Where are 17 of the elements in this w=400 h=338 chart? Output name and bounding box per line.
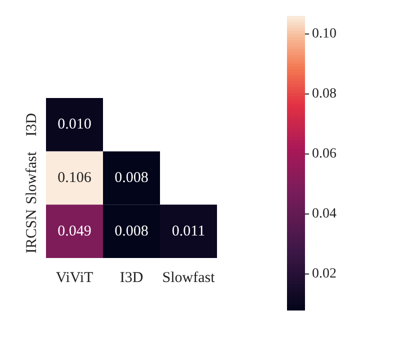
data-label: 0.008: [114, 223, 148, 240]
data-label: 0.008: [114, 170, 148, 186]
data-label: 0.011: [172, 223, 206, 240]
y-tick-label: Slowfast: [24, 150, 40, 204]
x-tick-label: I3D: [120, 270, 144, 286]
color-bar-label: 0.04: [312, 206, 336, 222]
y-tick-label: I3D: [24, 112, 40, 136]
data-label: 0.106: [58, 170, 92, 186]
data-label: 0.049: [58, 223, 92, 240]
data-label: 0.010: [58, 116, 92, 133]
x-tick-label: ViViT: [56, 270, 94, 286]
color-bar-label: 0.02: [312, 266, 336, 282]
color-bar-label: 0.06: [312, 146, 336, 162]
x-tick-label: Slowfast: [162, 270, 216, 286]
y-tick-label: IRCSN: [24, 209, 40, 254]
color-bar-label: 0.10: [312, 26, 336, 42]
color-bar-label: 0.08: [312, 86, 336, 102]
